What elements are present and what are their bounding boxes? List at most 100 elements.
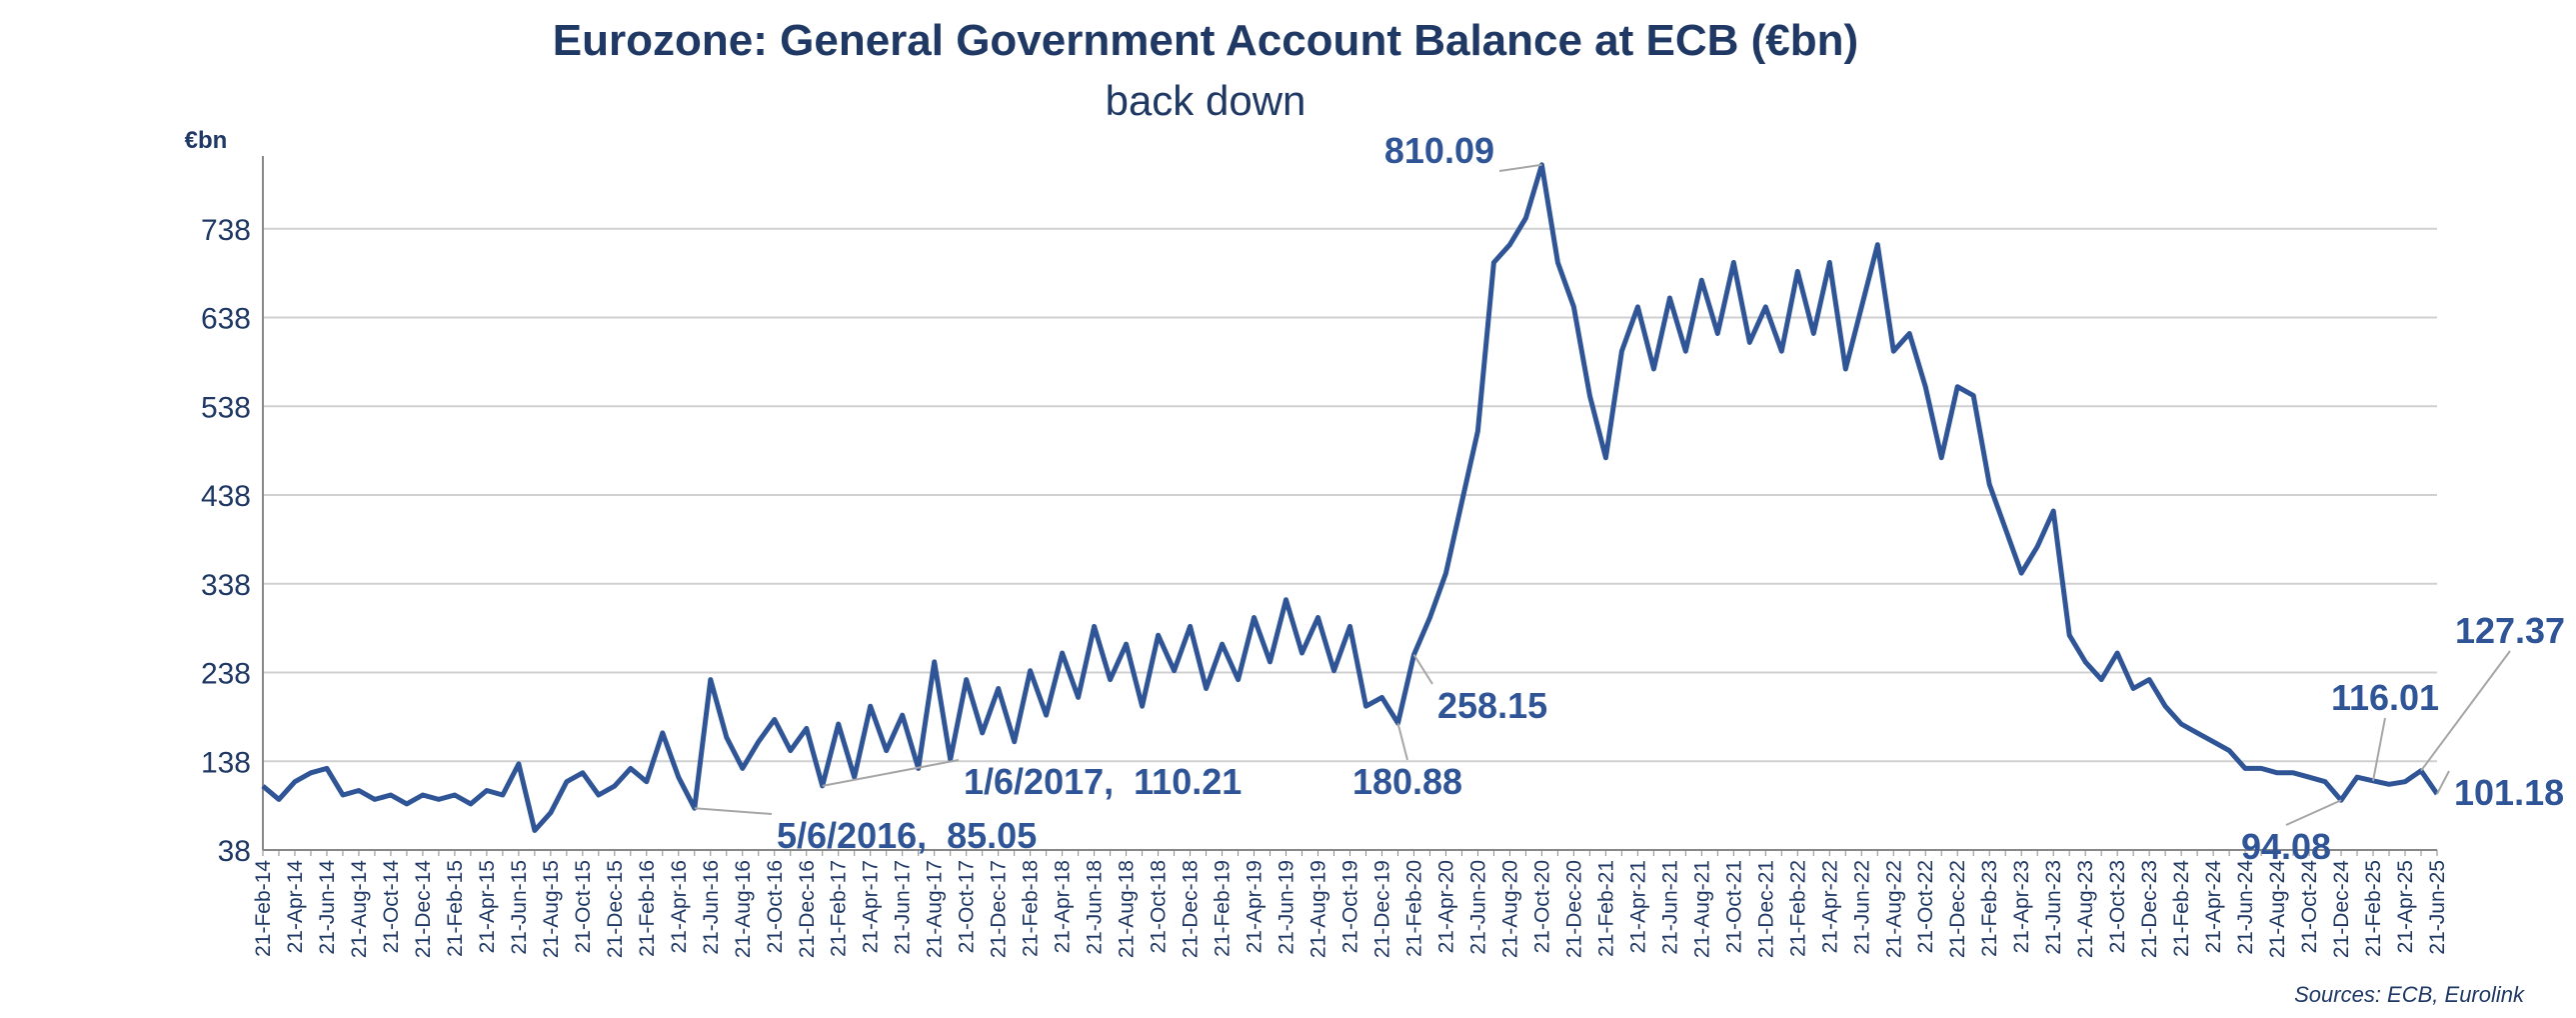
x-tick-label: 21-Aug-18 bbox=[1116, 860, 1139, 958]
annotation: 1/6/2017, 110.21 bbox=[964, 761, 1242, 802]
x-tick-label: 21-Feb-23 bbox=[1978, 860, 2001, 957]
x-tick-label: 21-Dec-23 bbox=[2138, 860, 2161, 958]
x-tick-label: 21-Aug-19 bbox=[1307, 860, 1330, 958]
x-tick-label: 21-Aug-16 bbox=[732, 860, 755, 958]
x-tick-label: 21-Aug-24 bbox=[2266, 860, 2289, 958]
x-tick-label: 21-Oct-21 bbox=[1722, 860, 1745, 953]
annotation-leader bbox=[822, 759, 960, 787]
x-tick-label: 21-Jun-17 bbox=[892, 860, 915, 955]
annotation: 180.88 bbox=[1352, 761, 1462, 802]
x-tick-label: 21-Feb-21 bbox=[1594, 860, 1617, 957]
x-tick-label: 21-Jun-14 bbox=[316, 860, 339, 955]
annotation-leader bbox=[2420, 650, 2511, 772]
x-tick-label: 21-Dec-19 bbox=[1370, 860, 1393, 958]
x-tick-label: 21-Oct-24 bbox=[2298, 860, 2321, 954]
y-tick-label: 638 bbox=[201, 303, 251, 336]
y-tick-label: 238 bbox=[201, 658, 251, 691]
x-tick-label: 21-Apr-20 bbox=[1434, 860, 1457, 953]
chart-subtitle: back down bbox=[1106, 77, 1306, 124]
x-tick-label: 21-Feb-20 bbox=[1402, 860, 1425, 957]
annotation: 810.09 bbox=[1384, 130, 1494, 171]
x-tick-label: 21-Jun-21 bbox=[1658, 860, 1681, 955]
annotation: 94.08 bbox=[2241, 826, 2331, 867]
annotation-leader bbox=[1498, 163, 1542, 172]
x-tick-label: 21-Dec-24 bbox=[2330, 860, 2353, 958]
chart-title: Eurozone: General Government Account Bal… bbox=[553, 16, 1858, 65]
x-tick-label: 21-Aug-15 bbox=[540, 860, 563, 958]
y-tick-label: 538 bbox=[201, 391, 251, 424]
annotation: 258.15 bbox=[1437, 685, 1547, 726]
x-tick-label: 21-Apr-16 bbox=[668, 860, 691, 953]
x-tick-label: 21-Aug-17 bbox=[924, 860, 947, 958]
annotation-leader bbox=[1396, 722, 1408, 761]
annotation-leader bbox=[1412, 654, 1433, 685]
x-tick-label: 21-Dec-15 bbox=[604, 860, 627, 958]
series-line bbox=[261, 162, 2440, 833]
x-tick-label: 21-Apr-17 bbox=[860, 860, 883, 953]
x-tick-label: 21-Oct-16 bbox=[764, 860, 787, 953]
x-tick-label: 21-Apr-24 bbox=[2202, 860, 2225, 954]
x-tick-label: 21-Apr-14 bbox=[284, 860, 307, 954]
x-tick-label: 21-Feb-18 bbox=[1020, 860, 1043, 957]
annotation-leader bbox=[2372, 717, 2386, 781]
x-tick-label: 21-Oct-20 bbox=[1530, 860, 1553, 953]
x-tick-label: 21-Apr-19 bbox=[1244, 860, 1267, 953]
x-tick-label: 21-Feb-17 bbox=[828, 860, 851, 957]
x-tick-label: 21-Oct-15 bbox=[572, 860, 595, 953]
y-tick-label: 138 bbox=[201, 746, 251, 779]
x-tick-label: 21-Jun-25 bbox=[2426, 860, 2449, 955]
x-tick-label: 21-Aug-20 bbox=[1498, 860, 1521, 958]
annotation: 116.01 bbox=[2331, 677, 2439, 718]
x-tick-label: 21-Feb-24 bbox=[2170, 860, 2193, 957]
x-tick-label: 21-Apr-15 bbox=[476, 860, 499, 953]
x-tick-label: 21-Aug-22 bbox=[1882, 860, 1905, 958]
x-tick-label: 21-Feb-16 bbox=[636, 860, 659, 957]
x-tick-label: 21-Oct-17 bbox=[956, 860, 979, 953]
x-tick-label: 21-Apr-18 bbox=[1052, 860, 1075, 953]
x-tick-label: 21-Dec-20 bbox=[1562, 860, 1585, 958]
y-tick-label: 738 bbox=[201, 214, 251, 247]
x-tick-label: 21-Jun-24 bbox=[2234, 860, 2257, 955]
x-tick-label: 21-Apr-22 bbox=[1818, 860, 1841, 953]
x-tick-label: 21-Feb-19 bbox=[1212, 860, 1235, 957]
x-tick-label: 21-Feb-15 bbox=[444, 860, 467, 957]
y-tick-label: 38 bbox=[218, 835, 251, 868]
x-tick-label: 21-Dec-14 bbox=[412, 860, 435, 958]
y-axis-label: €bn bbox=[185, 127, 228, 154]
x-tick-label: 21-Dec-21 bbox=[1754, 860, 1777, 958]
y-tick-label: 338 bbox=[201, 569, 251, 602]
x-tick-label: 21-Feb-14 bbox=[252, 860, 275, 957]
x-tick-label: 21-Feb-22 bbox=[1786, 860, 1809, 957]
x-tick-label: 21-Dec-16 bbox=[796, 860, 819, 958]
x-tick-label: 21-Dec-22 bbox=[1946, 860, 1969, 958]
annotation-leader bbox=[694, 807, 773, 815]
source: Sources: ECB, Eurolink bbox=[2294, 982, 2525, 1007]
x-tick-label: 21-Aug-23 bbox=[2074, 860, 2097, 958]
x-tick-label: 21-Oct-22 bbox=[1914, 860, 1937, 953]
annotation: 5/6/2016, 85.05 bbox=[777, 815, 1037, 856]
x-tick-label: 21-Oct-18 bbox=[1148, 860, 1171, 953]
x-tick-label: 21-Jun-20 bbox=[1466, 860, 1489, 955]
x-tick-label: 21-Aug-21 bbox=[1690, 860, 1713, 958]
x-tick-label: 21-Oct-14 bbox=[380, 860, 403, 954]
x-tick-label: 21-Jun-19 bbox=[1276, 860, 1298, 955]
x-tick-label: 21-Apr-23 bbox=[2010, 860, 2033, 953]
annotation: 101.18 bbox=[2454, 772, 2564, 813]
x-tick-label: 21-Dec-18 bbox=[1180, 860, 1203, 958]
x-tick-label: 21-Oct-19 bbox=[1339, 860, 1362, 953]
x-tick-label: 21-Jun-15 bbox=[508, 860, 531, 955]
x-tick-label: 21-Feb-25 bbox=[2362, 860, 2385, 957]
x-tick-label: 21-Aug-14 bbox=[348, 860, 371, 958]
x-tick-label: 21-Jun-23 bbox=[2042, 860, 2065, 955]
x-tick-label: 21-Jun-16 bbox=[700, 860, 723, 955]
annotation: 127.37 bbox=[2455, 610, 2565, 651]
y-tick-label: 438 bbox=[201, 480, 251, 513]
x-tick-label: 21-Apr-25 bbox=[2394, 860, 2417, 953]
x-tick-label: 21-Jun-18 bbox=[1084, 860, 1107, 955]
x-tick-label: 21-Apr-21 bbox=[1626, 860, 1649, 953]
x-tick-label: 21-Jun-22 bbox=[1850, 860, 1873, 955]
annotation-leader bbox=[2285, 799, 2342, 826]
x-tick-label: 21-Oct-23 bbox=[2106, 860, 2129, 953]
annotation-leader bbox=[2436, 770, 2450, 795]
